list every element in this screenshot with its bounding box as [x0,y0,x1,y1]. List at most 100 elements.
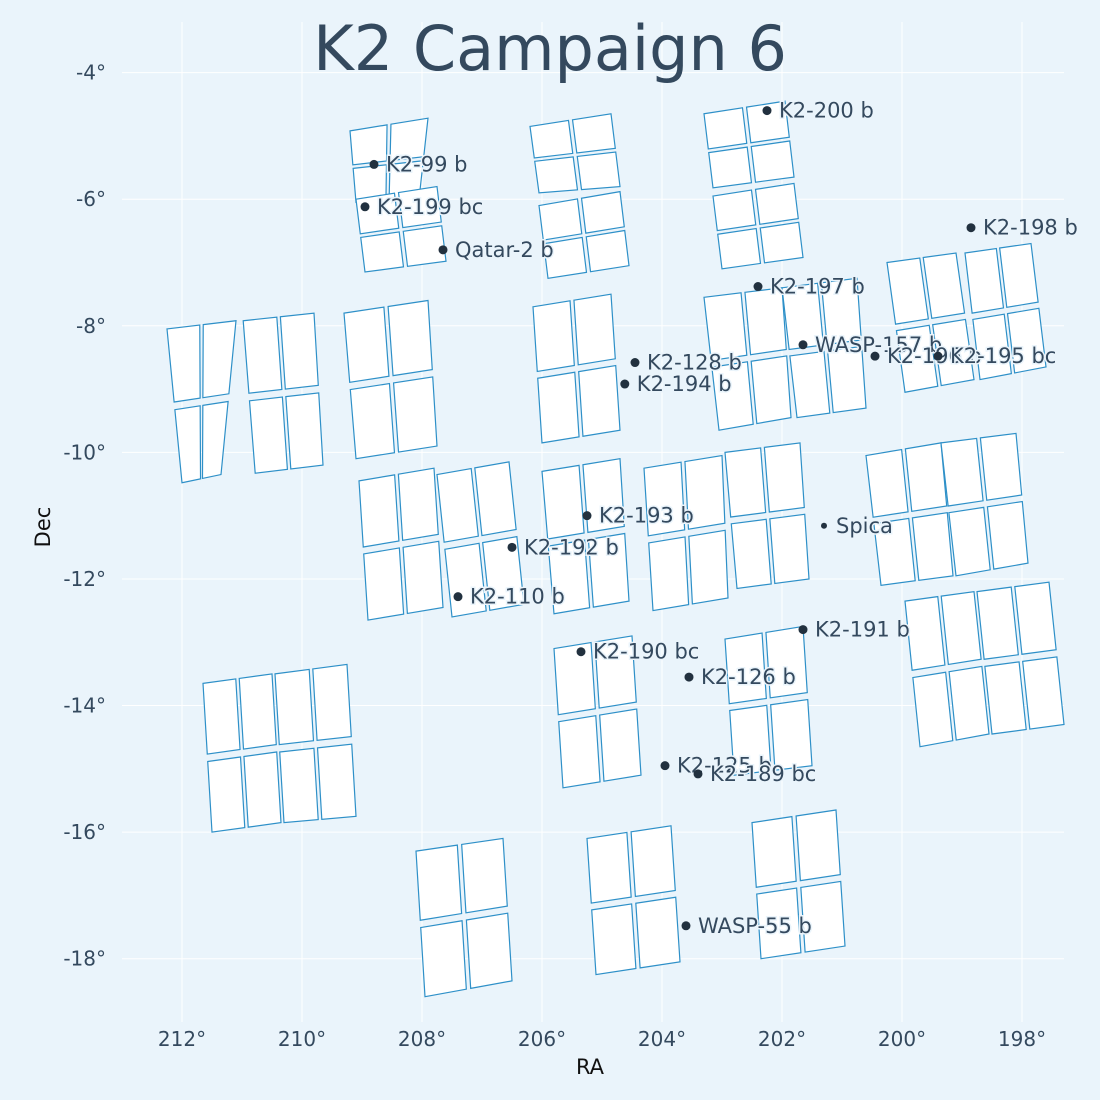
ccd-channel [711,361,754,431]
ccd-channel [1006,307,1047,374]
ccd-channel [730,518,772,590]
ccd-channel [541,464,585,540]
ccd-channel [922,252,966,320]
target-label: K2-99 b [386,152,467,176]
ccd-channel [759,221,804,264]
ccd-channel [940,590,982,666]
ccd-channel [750,355,792,425]
target-label: K2-199 bc [377,195,483,219]
x-tick-label: 200° [878,1027,926,1051]
ccd-channel [586,831,632,904]
x-tick-label: 208° [398,1027,446,1051]
ccd-module [964,242,1047,381]
ccd-channel [543,236,588,280]
ccd-modules [166,100,1065,998]
ccd-channel [201,400,229,480]
ccd-channel [940,437,984,507]
target-label: K2-197 b [770,275,865,299]
ccd-module [343,299,438,460]
ccd-module [436,461,525,618]
ccd-module [242,312,324,474]
ccd-channel [538,198,583,241]
target-marker: K2-189 bc [693,760,818,787]
ccd-channel [594,635,637,709]
ccd-channel [724,632,767,705]
target-dot [821,522,827,529]
ccd-channel [576,151,621,191]
ccd-channel [745,100,790,144]
ccd-channel [750,140,795,183]
y-tick-label: -10° [63,440,106,464]
ccd-channel [781,282,825,351]
ccd-channel [316,743,357,820]
target-dot [576,647,586,657]
ccd-channel [820,277,862,346]
ccd-channel [904,595,946,671]
y-tick-label: -4° [76,61,106,85]
ccd-channel [703,292,748,362]
target-label: K2-195 bc [950,344,1056,368]
ccd-module [553,635,642,789]
target-marker: K2-126 b [684,664,797,691]
ccd-channel [979,432,1023,501]
ccd-channel [349,382,396,460]
ccd-channel [744,287,787,356]
ccd-channel [558,714,601,789]
target-dot [684,672,694,682]
ccd-channel [360,231,405,273]
target-dot [507,542,517,552]
ccd-channel [363,547,405,621]
ccd-channel [754,182,799,225]
target-dot [582,511,592,521]
x-tick-label: 202° [758,1027,806,1051]
ccd-module [751,809,846,960]
ccd-module [586,825,681,976]
ccd-channel [547,539,591,615]
ccd-channel [582,458,625,534]
ccd-channel [998,242,1039,309]
target-label: K2-126 b [701,665,796,689]
ccd-channel [392,376,438,453]
ccd-module [529,113,621,194]
ccd-channel [279,747,319,824]
ccd-channel [397,185,442,229]
targets: K2-200 b K2-99 b K2-199 bc Qatar-2 b K2-198 … [360,97,1079,939]
target-label: K2-200 b [779,99,874,123]
target-label: K2-191 b [815,618,910,642]
ccd-channel [436,467,479,543]
ccd-channel [703,107,748,150]
y-tick-label: -6° [76,187,106,211]
y-tick-label: -8° [76,314,106,338]
ccd-module [703,287,792,431]
ccd-channel [420,920,467,998]
ccd-module [886,252,975,393]
ccd-channel [274,668,315,746]
target-dot [753,282,763,292]
ccd-channel [238,673,277,750]
ccd-channel [573,293,616,366]
chart-title: K2 Campaign 6 [313,12,787,85]
ccd-channel [826,345,867,414]
ccd-channel [873,517,916,586]
target-marker: K2-197 b [753,273,866,300]
target-dot [620,379,630,389]
target-marker: Spica [821,512,894,539]
ccd-module [724,625,813,776]
x-tick-label: 212° [158,1027,206,1051]
target-marker: K2-200 b [762,97,875,124]
target-dot [453,592,463,602]
target-marker: K2-190 bc [576,638,701,665]
ccd-channel [248,396,289,474]
target-label: K2-192 b [524,535,619,559]
ccd-channel [770,698,813,771]
ccd-channel [948,665,990,741]
ccd-channel [729,704,772,776]
ccd-channel [986,500,1029,570]
target-dot [762,106,772,116]
ccd-module [538,190,630,280]
ccd-channel [972,313,1013,381]
ccd-channel [465,912,513,990]
ccd-channel [202,678,241,755]
ccd-channel [948,506,991,577]
